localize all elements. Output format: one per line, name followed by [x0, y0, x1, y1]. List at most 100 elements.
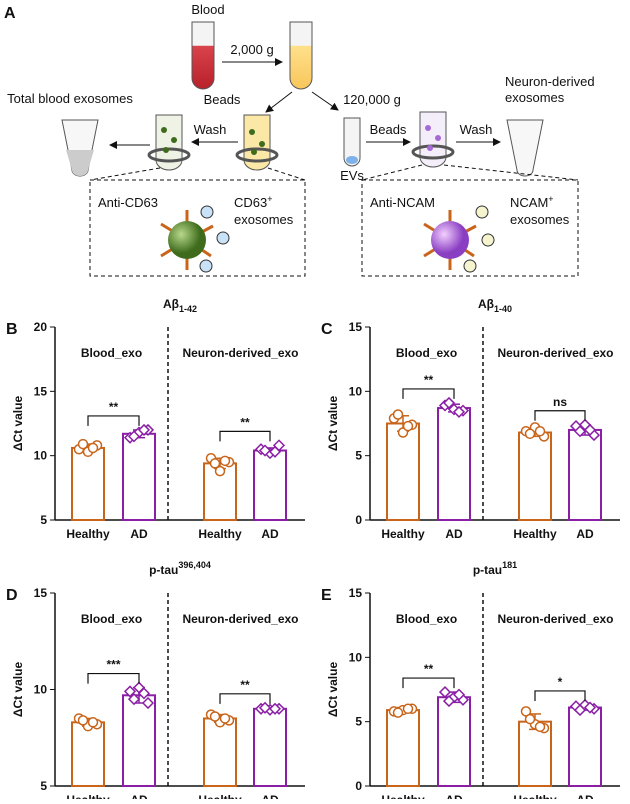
- x-tick-label: AD: [576, 793, 594, 799]
- significance-label: **: [424, 373, 434, 387]
- x-tick-label: Healthy: [513, 527, 557, 541]
- group-label: Blood_exo: [81, 612, 142, 626]
- liquid: [66, 150, 94, 176]
- significance-label: ***: [106, 658, 120, 672]
- data-point: [524, 713, 536, 725]
- title-subscript: 1-40: [494, 304, 512, 314]
- significance-label: **: [240, 415, 250, 429]
- chart: B Aβ1-42 ΔCt value 5 10 15 20 Blood_exo Neuron-d…: [6, 297, 305, 541]
- magnet: [411, 144, 455, 160]
- magnet: [235, 147, 279, 163]
- label: exosomes: [234, 212, 294, 227]
- bar: [386, 709, 420, 787]
- y-tick-label: 5: [355, 449, 362, 463]
- x-tick-label: Healthy: [513, 793, 557, 799]
- chart-title: p-tau181: [473, 560, 517, 577]
- label: 2,000 g: [230, 42, 273, 57]
- data-point: [209, 458, 221, 469]
- data-point: [402, 703, 414, 715]
- bar: [122, 694, 156, 787]
- bar: [568, 706, 602, 787]
- chart-title: Aβ1-42: [163, 297, 197, 314]
- tube: [506, 119, 544, 177]
- data-point: [534, 721, 546, 733]
- x-tick-label: Healthy: [381, 793, 425, 799]
- y-tick-label: 20: [34, 320, 48, 334]
- y-tick-label: 10: [349, 384, 363, 398]
- y-tick-label: 10: [34, 683, 48, 697]
- y-tick-label: 10: [349, 650, 363, 664]
- superscript: +: [267, 194, 272, 204]
- data-point: [268, 445, 282, 458]
- data-point: [442, 396, 456, 409]
- y-tick-label: 0: [355, 513, 362, 527]
- significance-label: **: [240, 678, 250, 692]
- magnet: [147, 147, 191, 163]
- significance-bracket: [87, 672, 140, 684]
- chart-title: Aβ1-40: [478, 297, 512, 314]
- group-label: Neuron-derived_exo: [497, 346, 613, 360]
- y-tick-label: 15: [349, 586, 363, 600]
- panel-label: B: [6, 321, 18, 338]
- data-point: [87, 442, 99, 454]
- y-tick-label: 15: [349, 320, 363, 334]
- data-point: [583, 423, 597, 436]
- data-point: [219, 455, 231, 467]
- label: NCAM: [510, 195, 548, 210]
- significance-label: **: [109, 400, 119, 414]
- significance-bracket: [534, 690, 586, 701]
- data-point: [524, 428, 536, 440]
- label: Neuron-derived: [505, 74, 595, 89]
- x-tick-label: AD: [130, 527, 148, 541]
- label: Beads: [370, 122, 407, 137]
- data-point: [127, 430, 141, 443]
- panel-label: C: [321, 321, 333, 338]
- title-superscript: 396,404: [178, 560, 211, 570]
- data-point: [402, 420, 414, 432]
- bar: [203, 717, 237, 787]
- title-superscript: 181: [502, 560, 517, 570]
- group-label: Blood_exo: [396, 612, 457, 626]
- data-point: [77, 715, 89, 726]
- label: Anti-NCAM: [370, 195, 435, 210]
- y-axis-label: ΔCt value: [326, 662, 340, 718]
- tube: [343, 117, 361, 167]
- group-label: Blood_exo: [396, 346, 457, 360]
- significance-bracket: [219, 693, 271, 704]
- data-point: [534, 425, 546, 437]
- y-tick-label: 10: [34, 449, 48, 463]
- y-tick-label: 5: [40, 779, 47, 793]
- panel-label: A: [4, 5, 16, 22]
- x-tick-label: AD: [130, 793, 148, 799]
- label: Beads: [204, 92, 241, 107]
- x-tick-label: AD: [261, 527, 279, 541]
- data-point: [573, 425, 587, 438]
- significance-bracket: [87, 415, 140, 426]
- arrow: [265, 91, 293, 113]
- bar: [437, 407, 471, 521]
- label: exosomes: [505, 90, 565, 105]
- label: CD63: [234, 195, 267, 210]
- significance-bracket: [534, 410, 586, 421]
- data-point: [583, 701, 597, 714]
- data-point: [77, 438, 89, 450]
- title: p-tau: [149, 563, 178, 577]
- data-point: [123, 685, 137, 698]
- group-label: Neuron-derived_exo: [182, 612, 298, 626]
- label: 120,000 g: [343, 92, 401, 107]
- x-tick-label: AD: [576, 527, 594, 541]
- data-point: [209, 711, 221, 722]
- inset-box: [361, 179, 579, 277]
- x-tick-label: Healthy: [198, 793, 242, 799]
- bar: [386, 422, 420, 521]
- tube: [289, 21, 313, 90]
- bar: [71, 721, 105, 787]
- x-tick-label: Healthy: [66, 793, 110, 799]
- label: CD63+: [234, 194, 273, 210]
- data-point: [392, 707, 404, 718]
- x-tick-label: AD: [445, 793, 463, 799]
- significance-label: ns: [553, 395, 567, 409]
- bar: [253, 707, 287, 787]
- bar: [568, 428, 602, 521]
